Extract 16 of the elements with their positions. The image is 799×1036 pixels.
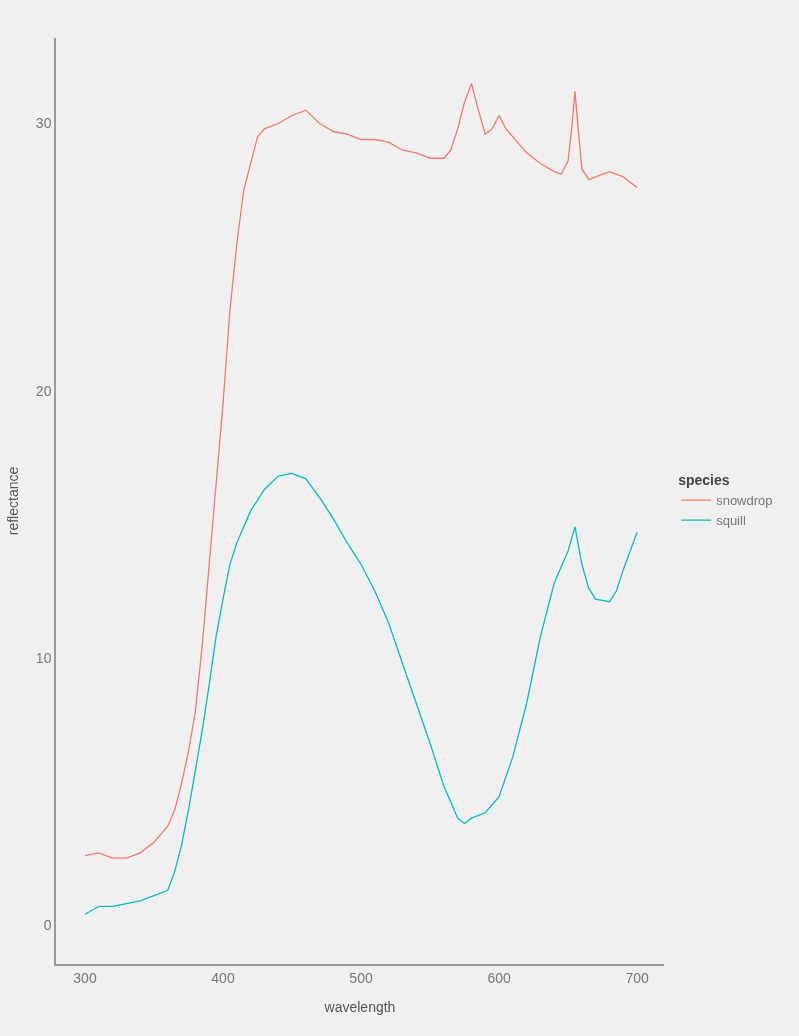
x-tick-label: 500 [349, 969, 373, 986]
y-axis-title: reflectance [4, 466, 21, 536]
line-series [84, 82, 638, 859]
x-tick-label: 700 [625, 969, 649, 986]
y-tick-label: 20 [35, 382, 52, 399]
x-axis-title: wavelength [323, 999, 396, 1016]
legend-label: snowdrop [716, 493, 773, 509]
x-tick-label: 400 [211, 969, 235, 986]
legend-title: species [678, 472, 730, 489]
x-tick-label: 300 [73, 969, 97, 986]
y-tick-label: 10 [35, 649, 52, 666]
legend-label: squill [716, 513, 746, 529]
x-tick-label: 600 [487, 969, 511, 986]
y-tick-label: 0 [43, 916, 52, 933]
line-series [84, 472, 638, 915]
y-tick-label: 30 [35, 115, 52, 132]
